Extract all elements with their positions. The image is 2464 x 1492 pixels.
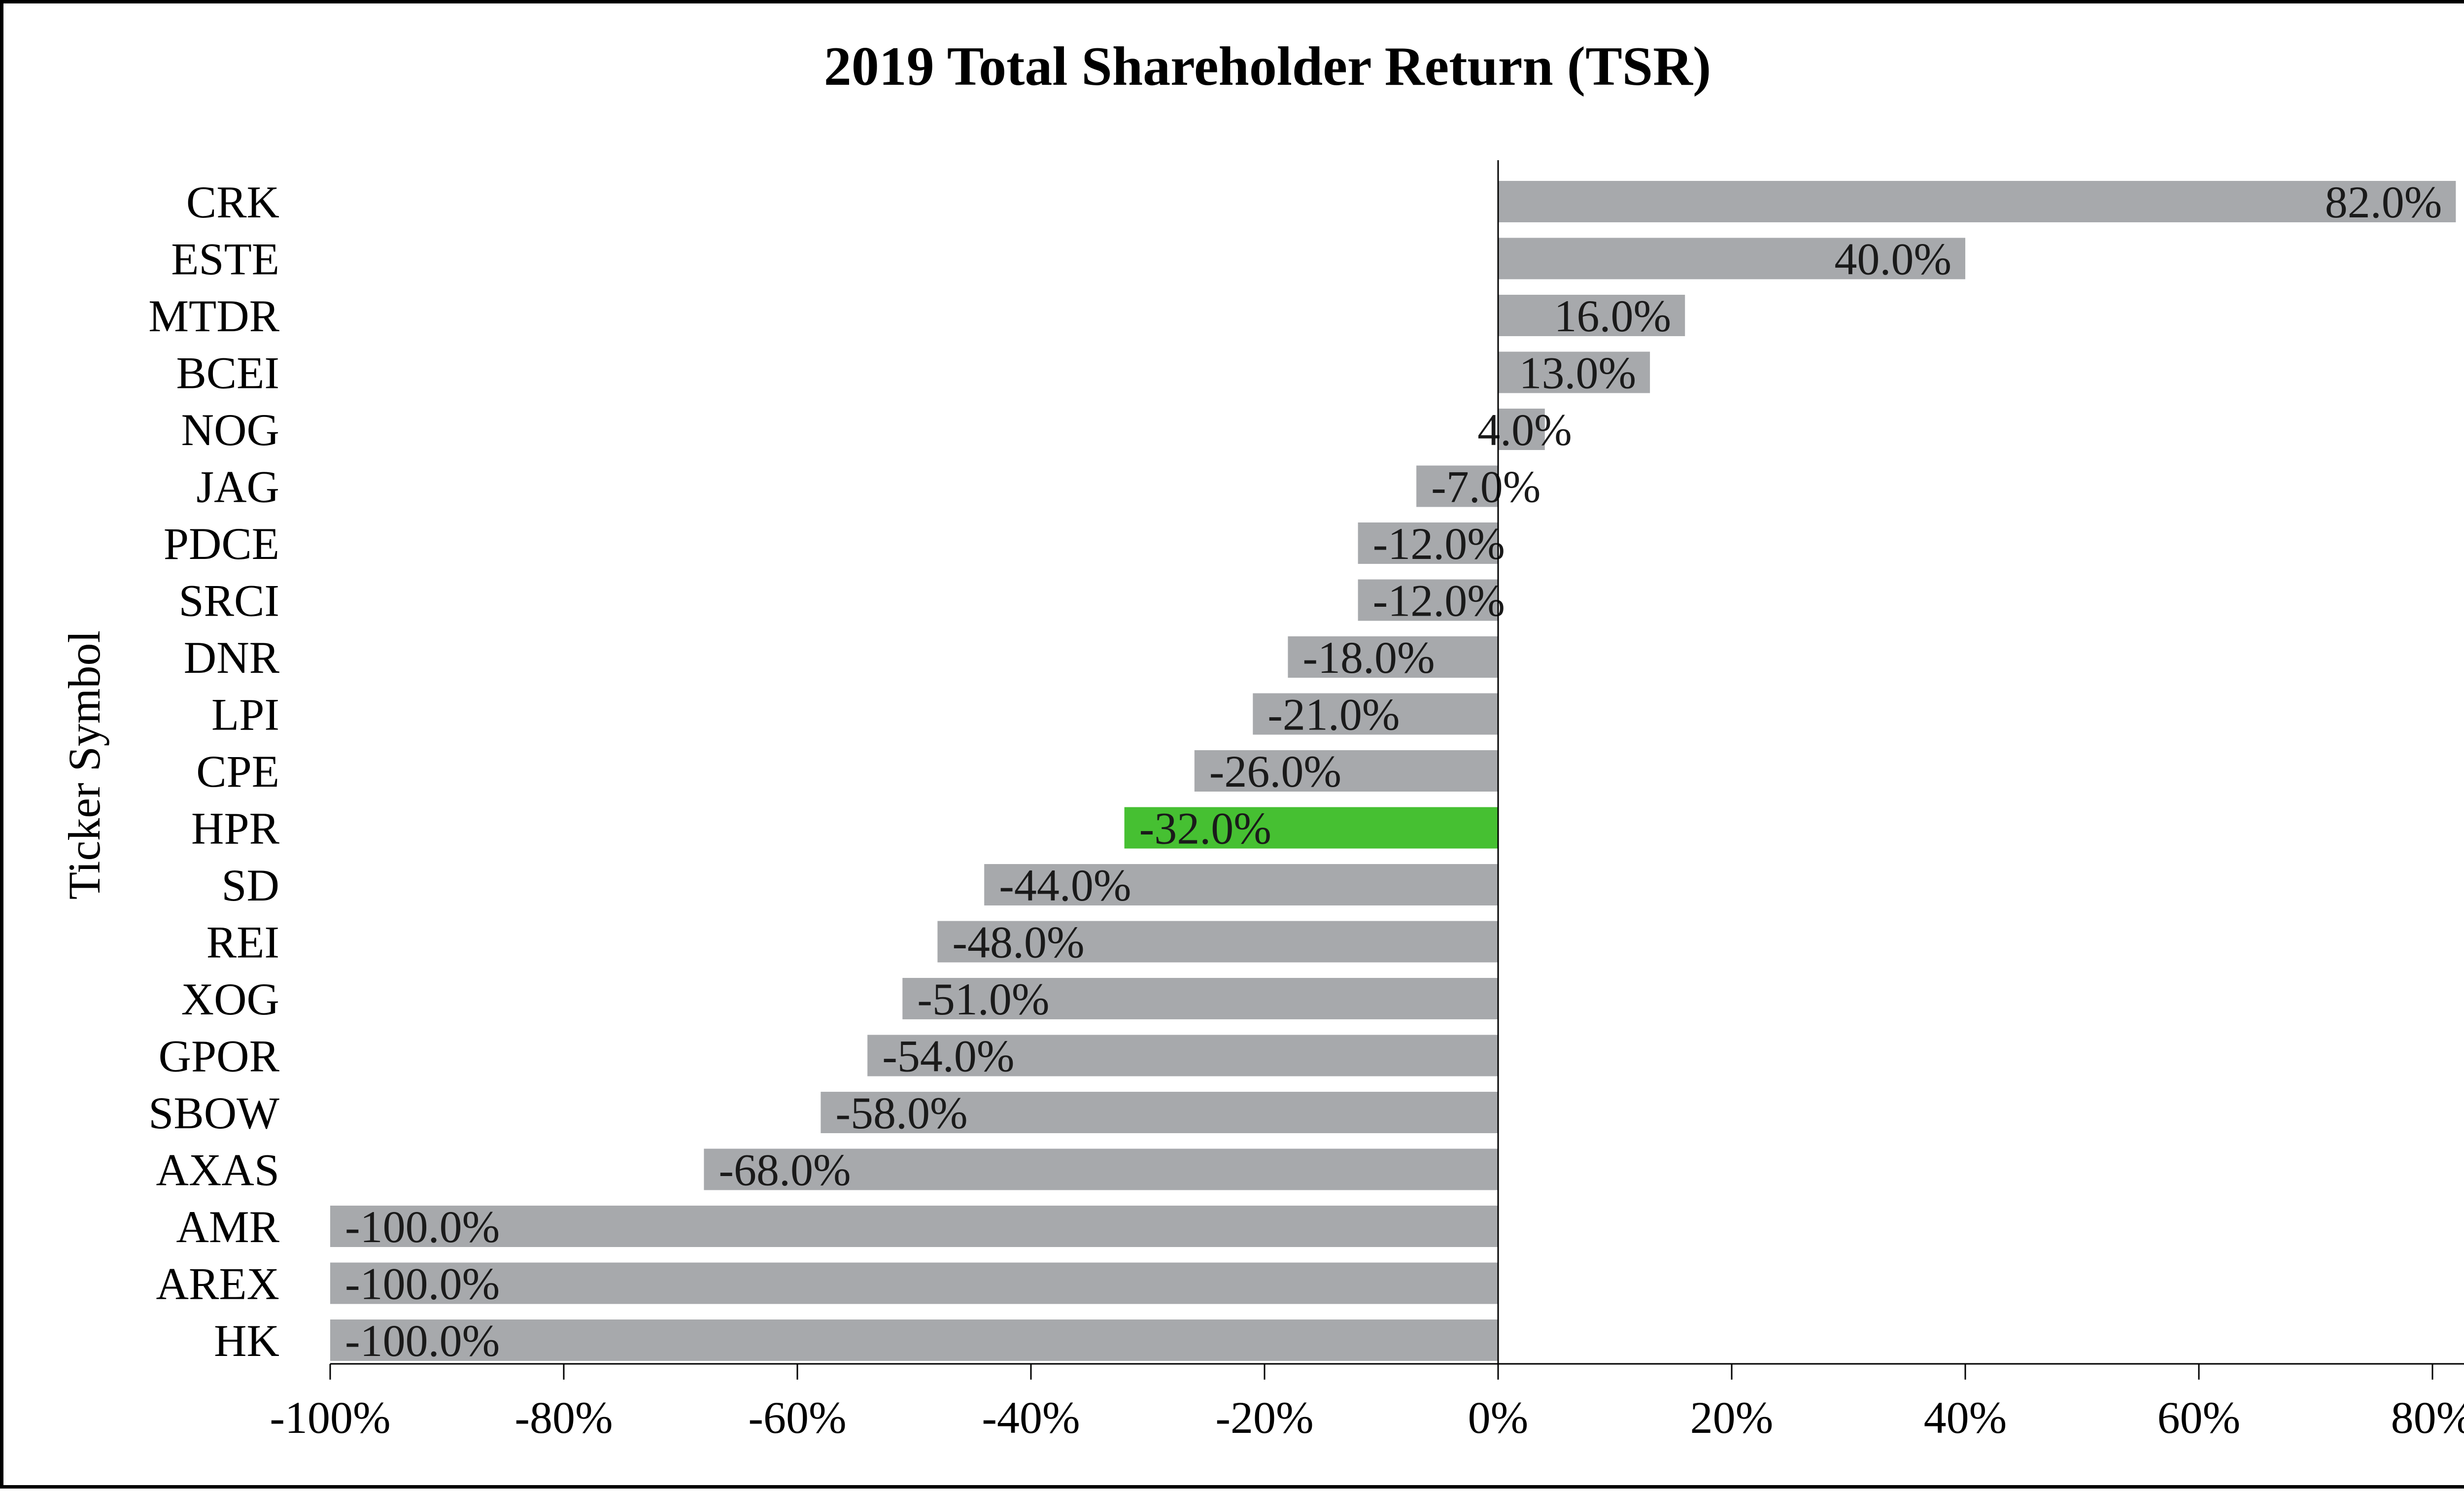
data-label-rei: -48.0% bbox=[952, 917, 1084, 968]
bar-xog bbox=[902, 978, 1498, 1019]
category-label-rei: REI bbox=[206, 917, 279, 968]
category-label-amr: AMR bbox=[176, 1202, 279, 1252]
category-label-arex: AREX bbox=[156, 1259, 279, 1309]
category-label-sd: SD bbox=[221, 860, 279, 910]
data-label-amr: -100.0% bbox=[345, 1202, 500, 1252]
x-tick-label: 80% bbox=[2391, 1392, 2464, 1443]
x-tick-label: 60% bbox=[2157, 1392, 2241, 1443]
bar-sd bbox=[984, 864, 1498, 905]
category-label-jag: JAG bbox=[196, 462, 279, 512]
x-tick-label: -80% bbox=[514, 1392, 613, 1443]
data-label-xog: -51.0% bbox=[917, 974, 1049, 1024]
data-label-hk: -100.0% bbox=[345, 1316, 500, 1366]
bar-srci bbox=[1358, 579, 1498, 621]
bar-arex bbox=[330, 1262, 1498, 1304]
bars-group bbox=[330, 181, 2456, 1361]
bar-rei bbox=[937, 921, 1498, 963]
bar-crk bbox=[1498, 181, 2456, 222]
bar-cpe bbox=[1194, 750, 1498, 792]
data-label-mtdr: 16.0% bbox=[1554, 291, 1672, 341]
bar-pdce bbox=[1358, 522, 1498, 564]
data-label-axas: -68.0% bbox=[719, 1145, 851, 1195]
data-label-cpe: -26.0% bbox=[1209, 746, 1341, 797]
category-label-hk: HK bbox=[214, 1316, 279, 1366]
data-label-bcei: 13.0% bbox=[1519, 348, 1636, 398]
category-label-sbow: SBOW bbox=[148, 1088, 279, 1138]
category-label-bcei: BCEI bbox=[176, 348, 279, 398]
bar-dnr bbox=[1288, 636, 1498, 678]
data-label-hpr: -32.0% bbox=[1139, 803, 1271, 854]
x-tick-label: -60% bbox=[748, 1392, 846, 1443]
bar-jag bbox=[1416, 465, 1498, 507]
category-label-nog: NOG bbox=[181, 405, 279, 455]
axes bbox=[330, 160, 2464, 1365]
data-label-jag: -7.0% bbox=[1431, 462, 1540, 512]
x-tick-label: 40% bbox=[1924, 1392, 2007, 1443]
bar-amr bbox=[330, 1206, 1498, 1247]
category-label-este: ESTE bbox=[171, 234, 279, 284]
x-tick-label: 20% bbox=[1690, 1392, 1774, 1443]
data-label-nog: 4.0% bbox=[1477, 405, 1572, 455]
bar-sbow bbox=[821, 1092, 1498, 1133]
category-label-crk: CRK bbox=[186, 177, 279, 227]
category-label-hpr: HPR bbox=[191, 803, 280, 854]
data-label-srci: -12.0% bbox=[1373, 576, 1505, 626]
bar-hpr bbox=[1124, 807, 1498, 849]
x-tick-label: -100% bbox=[270, 1392, 390, 1443]
x-tick-label: -20% bbox=[1215, 1392, 1313, 1443]
data-label-gpor: -54.0% bbox=[882, 1031, 1014, 1081]
data-labels: 82.0% 40.0% 16.0% 13.0% 4.0% -7.0% -12.0% -12.0… bbox=[345, 177, 2442, 1366]
bar-gpor bbox=[867, 1035, 1498, 1076]
bar-axas bbox=[704, 1148, 1498, 1190]
data-label-dnr: -18.0% bbox=[1302, 632, 1435, 683]
data-label-pdce: -12.0% bbox=[1373, 519, 1505, 569]
x-axis-ticks: -100% -80% -60% -40% -20% 0% 20% 40% 60% 80% bbox=[270, 1364, 2464, 1443]
chart-title: 2019 Total Shareholder Return (TSR) bbox=[824, 36, 1711, 97]
data-label-crk: 82.0% bbox=[2325, 177, 2442, 227]
data-label-arex: -100.0% bbox=[345, 1259, 500, 1309]
bar-nog bbox=[1498, 409, 1545, 450]
bar-bcei bbox=[1498, 351, 1650, 393]
data-label-este: 40.0% bbox=[1834, 234, 1951, 284]
category-label-mtdr: MTDR bbox=[148, 291, 279, 341]
category-label-pdce: PDCE bbox=[164, 519, 279, 569]
bar-hk bbox=[330, 1319, 1498, 1361]
category-label-cpe: CPE bbox=[196, 746, 279, 797]
category-label-axas: AXAS bbox=[156, 1145, 279, 1195]
category-label-xog: XOG bbox=[181, 974, 279, 1024]
bar-lpi bbox=[1253, 693, 1498, 735]
category-label-srci: SRCI bbox=[178, 576, 279, 626]
bar-este bbox=[1498, 238, 1965, 279]
category-label-lpi: LPI bbox=[211, 690, 279, 740]
data-label-sbow: -58.0% bbox=[835, 1088, 967, 1138]
category-labels: CRK ESTE MTDR BCEI NOG JAG PDCE SRCI DNR LPI CPE HP… bbox=[148, 177, 279, 1366]
bar-mtdr bbox=[1498, 295, 1685, 336]
category-label-dnr: DNR bbox=[184, 632, 280, 683]
category-label-gpor: GPOR bbox=[159, 1031, 280, 1081]
data-label-sd: -44.0% bbox=[999, 860, 1131, 910]
x-tick-label: -40% bbox=[982, 1392, 1080, 1443]
x-tick-label: 0% bbox=[1468, 1392, 1529, 1443]
data-label-lpi: -21.0% bbox=[1267, 690, 1400, 740]
y-axis-label: Ticker Symbol bbox=[59, 630, 109, 900]
bar-chart: 2019 Total Shareholder Return (TSR) Tick… bbox=[59, 36, 2464, 1443]
